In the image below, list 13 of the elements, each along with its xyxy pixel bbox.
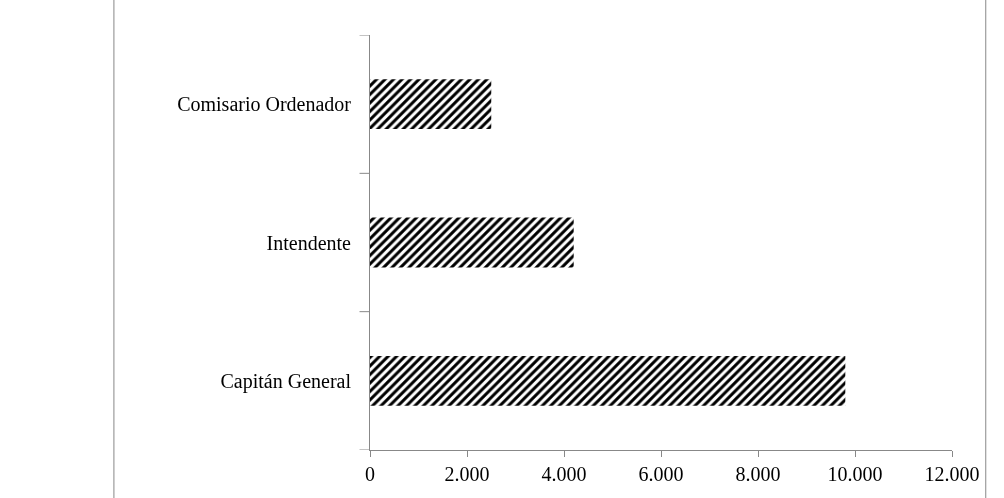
x-tick-label: 10.000 xyxy=(827,463,883,485)
x-tick-label: 0 xyxy=(365,463,375,485)
bar xyxy=(370,217,574,268)
bar xyxy=(370,355,846,406)
y-tick-label: Capitán General xyxy=(220,369,352,393)
y-tick-label: Comisario Ordenador xyxy=(177,93,352,116)
x-tick-label: 8.000 xyxy=(735,463,781,485)
bar xyxy=(370,79,492,130)
x-tick-label: 12.000 xyxy=(924,463,980,485)
x-tick-label: 4.000 xyxy=(541,463,587,485)
x-tick-label: 6.000 xyxy=(638,463,684,485)
x-tick-label: 2.000 xyxy=(444,463,490,485)
y-tick-label: Intendente xyxy=(266,231,352,254)
